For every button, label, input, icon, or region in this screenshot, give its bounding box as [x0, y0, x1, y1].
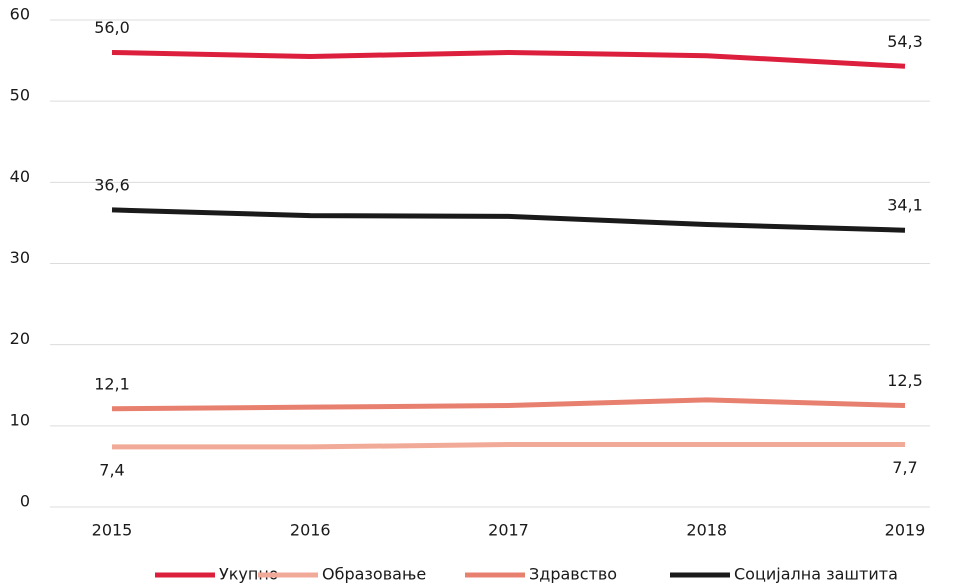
legend-label: Здравство — [529, 565, 617, 583]
value-label: 34,1 — [887, 196, 923, 215]
y-tick-label: 60 — [10, 5, 30, 24]
value-label: 54,3 — [887, 32, 923, 51]
y-tick-label: 10 — [10, 410, 30, 429]
x-tick-label: 2017 — [488, 521, 529, 540]
y-tick-label: 20 — [10, 329, 30, 348]
line — [111, 207, 906, 233]
y-tick-label: 0 — [20, 492, 30, 511]
value-label: 56,0 — [94, 18, 130, 37]
line — [111, 397, 906, 412]
y-tick-label: 40 — [10, 167, 30, 186]
y-tick-label: 30 — [10, 248, 30, 267]
legend-label: Укупно — [219, 565, 279, 583]
value-label: 12,1 — [94, 374, 130, 393]
x-tick-label: 2018 — [686, 521, 727, 540]
x-tick-label: 2015 — [92, 521, 133, 540]
value-label: 7,7 — [892, 458, 917, 477]
line — [112, 442, 905, 450]
legend-label: Социјална заштита — [734, 565, 898, 583]
value-label: 36,6 — [94, 175, 130, 194]
x-tick-label: 2019 — [885, 521, 926, 540]
value-label: 7,4 — [99, 460, 124, 479]
legend-label: Образовање — [322, 565, 426, 583]
value-label: 12,5 — [887, 371, 923, 390]
y-tick-label: 50 — [10, 86, 30, 105]
line — [111, 49, 906, 69]
x-tick-label: 2016 — [290, 521, 331, 540]
